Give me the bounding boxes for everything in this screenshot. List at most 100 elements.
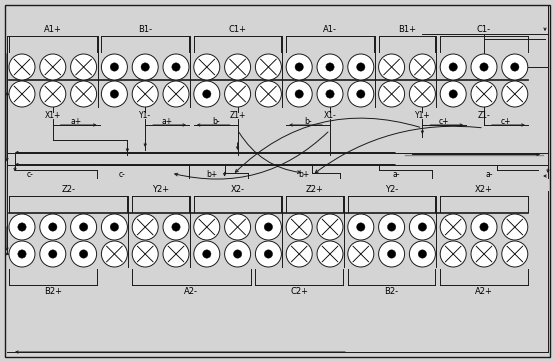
Text: b-: b- [212,118,220,126]
Circle shape [502,241,528,267]
Circle shape [255,241,281,267]
Circle shape [132,81,158,107]
Circle shape [264,250,273,258]
Circle shape [255,54,281,80]
Circle shape [234,250,242,258]
Circle shape [286,214,312,240]
Circle shape [471,54,497,80]
Text: a-: a- [485,170,493,179]
Circle shape [317,54,343,80]
Circle shape [70,81,97,107]
Circle shape [18,223,26,231]
Circle shape [9,241,35,267]
Circle shape [440,214,466,240]
Circle shape [9,81,35,107]
Circle shape [326,90,334,98]
Circle shape [326,63,334,71]
Circle shape [480,63,488,71]
Circle shape [255,81,281,107]
Circle shape [410,81,436,107]
Circle shape [449,63,457,71]
Circle shape [511,63,519,71]
Text: Z2-: Z2- [61,185,75,194]
Circle shape [418,223,427,231]
Circle shape [317,214,343,240]
Text: A2+: A2+ [475,286,493,295]
Circle shape [387,223,396,231]
Circle shape [194,241,220,267]
Circle shape [132,241,158,267]
Circle shape [410,54,436,80]
Circle shape [40,241,66,267]
Text: a+: a+ [70,118,82,126]
Circle shape [163,241,189,267]
Text: C1+: C1+ [229,25,246,34]
Circle shape [79,223,88,231]
Text: Y1-: Y1- [139,110,152,119]
Text: C1-: C1- [477,25,491,34]
Circle shape [418,250,427,258]
Circle shape [9,214,35,240]
Text: a+: a+ [162,118,173,126]
Circle shape [40,54,66,80]
Circle shape [471,81,497,107]
Text: X1-: X1- [324,110,336,119]
Text: c+: c+ [501,118,511,126]
Circle shape [225,241,251,267]
Text: Z1+: Z1+ [229,110,246,119]
Circle shape [102,241,128,267]
Circle shape [357,90,365,98]
Circle shape [410,241,436,267]
Circle shape [295,63,304,71]
Circle shape [102,214,128,240]
Circle shape [410,214,436,240]
Circle shape [348,214,374,240]
Text: Y2+: Y2+ [152,185,169,194]
Circle shape [264,223,273,231]
Text: c-: c- [27,170,33,179]
Text: b+: b+ [299,170,310,179]
Circle shape [163,54,189,80]
Circle shape [70,54,97,80]
Text: A2-: A2- [184,286,198,295]
Circle shape [40,81,66,107]
Circle shape [480,223,488,231]
Circle shape [317,81,343,107]
Text: b+: b+ [206,170,218,179]
Circle shape [295,90,304,98]
Circle shape [286,241,312,267]
Circle shape [357,223,365,231]
Text: Z2+: Z2+ [306,185,324,194]
Circle shape [194,81,220,107]
Circle shape [255,214,281,240]
Circle shape [132,54,158,80]
Text: c+: c+ [439,118,450,126]
Circle shape [317,241,343,267]
Circle shape [9,54,35,80]
Circle shape [70,214,97,240]
Circle shape [502,214,528,240]
Circle shape [440,241,466,267]
Text: a-: a- [393,170,400,179]
Circle shape [132,214,158,240]
Circle shape [49,250,57,258]
Text: Y1+: Y1+ [415,110,430,119]
Circle shape [194,214,220,240]
Circle shape [79,250,88,258]
Circle shape [172,223,180,231]
Circle shape [225,214,251,240]
Text: b-: b- [304,118,312,126]
Circle shape [348,81,374,107]
Circle shape [49,223,57,231]
Circle shape [110,63,119,71]
Text: A1-: A1- [323,25,337,34]
Circle shape [502,54,528,80]
Circle shape [163,81,189,107]
Circle shape [203,90,211,98]
Text: A1+: A1+ [44,25,62,34]
Circle shape [348,241,374,267]
Circle shape [225,81,251,107]
Circle shape [225,54,251,80]
Text: X1+: X1+ [44,110,61,119]
Circle shape [40,214,66,240]
